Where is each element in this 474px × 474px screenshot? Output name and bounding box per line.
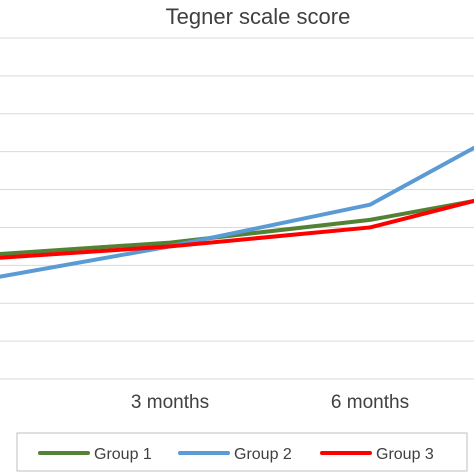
series-line-group-1: [0, 198, 474, 256]
x-tick-label: 6 months: [331, 392, 409, 413]
legend: Group 1 Group 2 Group 3: [38, 446, 434, 463]
series-lines: [0, 145, 474, 279]
series-line-group-2: [0, 145, 474, 279]
x-tick-label: 3 months: [131, 392, 209, 413]
x-axis-ticks: 3 months 6 months: [131, 392, 409, 413]
gridlines: [0, 37, 474, 380]
chart-title: Tegner scale score: [166, 4, 351, 29]
legend-label: Group 2: [234, 446, 292, 463]
series-line-group-3: [0, 198, 474, 260]
legend-box: [16, 432, 468, 472]
legend-label: Group 3: [376, 446, 434, 463]
legend-label: Group 1: [94, 446, 152, 463]
